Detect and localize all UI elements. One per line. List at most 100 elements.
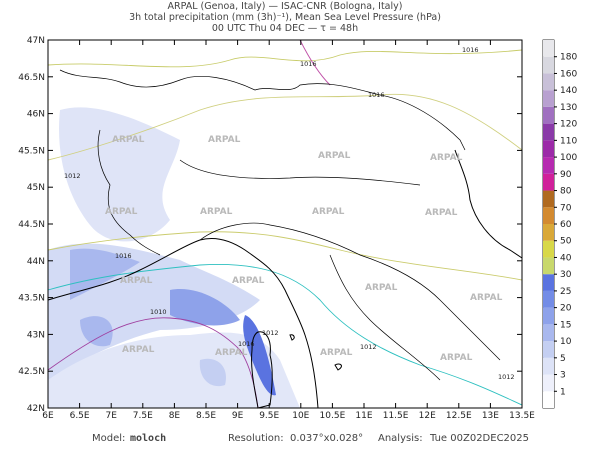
watermark: ARPAL <box>232 276 265 286</box>
watermark: ARPAL <box>112 135 145 145</box>
colorbar-segment <box>543 106 554 124</box>
contour-label: 1016 <box>238 340 255 348</box>
precipitation <box>48 107 300 408</box>
colorbar-label: 40 <box>560 253 572 263</box>
colorbar-segment <box>543 123 554 141</box>
watermark: ARPAL <box>470 293 503 303</box>
footer-label: Resolution: <box>228 433 284 444</box>
header-line: 00 UTC Thu 04 DEC — τ = 48h <box>212 23 358 34</box>
contour-labels: 1016 1016 1016 1012 1016 1010 1012 1016 … <box>64 46 515 381</box>
lon-label: 11.5E <box>383 411 409 421</box>
contour-label: 1016 <box>368 91 385 99</box>
watermark: ARPAL <box>120 276 153 286</box>
lon-label: 6E <box>42 411 54 421</box>
lon-label: 13.5E <box>509 411 535 421</box>
colorbar-segment <box>543 56 554 74</box>
colorbar-label: 60 <box>560 220 572 230</box>
footer-label: Model: <box>92 433 125 444</box>
contour-label: 1012 <box>262 329 279 337</box>
colorbar-segment <box>543 90 554 107</box>
lat-label: 46N <box>27 110 45 120</box>
footer-value: moloch <box>130 433 166 444</box>
watermarks: ARPAL ARPAL ARPAL ARPAL ARPAL ARPAL ARPAL ARPAL… <box>105 135 503 363</box>
colorbar-label: 30 <box>560 270 572 280</box>
colorbar-segment <box>543 274 554 291</box>
colorbar-segment <box>543 357 554 375</box>
contour-label: 1012 <box>64 172 81 180</box>
watermark: ARPAL <box>208 135 241 145</box>
footer-label: Analysis: <box>378 433 423 444</box>
colorbar-label: 1 <box>560 387 566 397</box>
lon-label: 6.5E <box>70 411 90 421</box>
colorbar-label: 120 <box>560 120 577 130</box>
contour-label: 1012 <box>360 343 377 351</box>
watermark: ARPAL <box>215 348 248 358</box>
lon-label: 9.5E <box>259 411 279 421</box>
lat-label: 44N <box>27 257 45 267</box>
lat-label: 45.5N <box>18 146 45 156</box>
lat-label: 43N <box>27 330 45 340</box>
colorbar-label: 100 <box>560 153 577 163</box>
watermark: ARPAL <box>312 207 345 217</box>
watermark: ARPAL <box>105 207 138 217</box>
contour-label: 1012 <box>498 373 515 381</box>
colorbar-label: 5 <box>560 354 566 364</box>
colorbar-segment <box>543 341 554 358</box>
header-line: ARPAL (Genoa, Italy) — ISAC-CNR (Bologna… <box>168 1 403 12</box>
colorbar-label: 25 <box>560 287 571 297</box>
watermark: ARPAL <box>318 151 351 161</box>
header-line: 3h total precipitation (mm (3h)⁻¹), Mean… <box>129 12 441 23</box>
colorbar-label: 15 <box>560 320 571 330</box>
colorbar-segment <box>543 207 554 224</box>
lon-label: 9E <box>232 411 244 421</box>
isobars <box>47 39 523 409</box>
lat-label: 43.5N <box>18 294 45 304</box>
lon-label: 10E <box>292 411 309 421</box>
contour-label: 1016 <box>300 60 317 68</box>
colorbar-label: 20 <box>560 304 572 314</box>
watermark: ARPAL <box>365 283 398 293</box>
watermark: ARPAL <box>122 345 155 355</box>
watermark: ARPAL <box>425 208 458 218</box>
colorbar-label: 140 <box>560 86 577 96</box>
lon-label: 11E <box>355 411 372 421</box>
colorbar-segment <box>543 324 554 342</box>
lat-label: 47N <box>27 36 45 46</box>
colorbar-segment <box>543 374 554 392</box>
colorbar-label: 90 <box>560 170 572 180</box>
lat-label: 46.5N <box>18 73 45 83</box>
colorbar-label: 50 <box>560 237 572 247</box>
coastline <box>47 149 523 409</box>
colorbar-segment <box>543 224 554 241</box>
lat-label: 42N <box>27 404 45 414</box>
colorbar-label: 130 <box>560 103 577 113</box>
watermark: ARPAL <box>200 207 233 217</box>
colorbar-segment <box>543 240 554 258</box>
watermark: ARPAL <box>320 348 353 358</box>
lat-label: 45N <box>27 183 45 193</box>
colorbar-label: 110 <box>560 136 577 146</box>
footer-value: Tue 00Z02DEC2025 <box>429 433 529 444</box>
colorbar-segment <box>543 257 554 275</box>
colorbar-segment <box>543 190 554 208</box>
colorbar-segment <box>543 307 554 325</box>
colorbar-label: 80 <box>560 187 572 197</box>
lon-label: 8E <box>169 411 181 421</box>
colorbar-segment <box>543 73 554 91</box>
lat-label: 42.5N <box>18 367 45 377</box>
lat-label: 44.5N <box>18 220 45 230</box>
watermark: ARPAL <box>440 353 473 363</box>
colorbar-label: 10 <box>560 337 572 347</box>
colorbar-segment <box>543 40 554 57</box>
lon-label: 7E <box>105 411 117 421</box>
lon-label: 7.5E <box>133 411 153 421</box>
contour-label: 1016 <box>462 46 479 54</box>
lon-label: 10.5E <box>320 411 346 421</box>
colorbar-label: 180 <box>560 53 577 63</box>
watermark: ARPAL <box>430 153 463 163</box>
footer-value: 0.037°x0.028° <box>290 433 363 444</box>
contour-label: 1010 <box>150 308 167 316</box>
contour-label: 1016 <box>115 252 132 260</box>
colorbar-segment <box>543 173 554 191</box>
